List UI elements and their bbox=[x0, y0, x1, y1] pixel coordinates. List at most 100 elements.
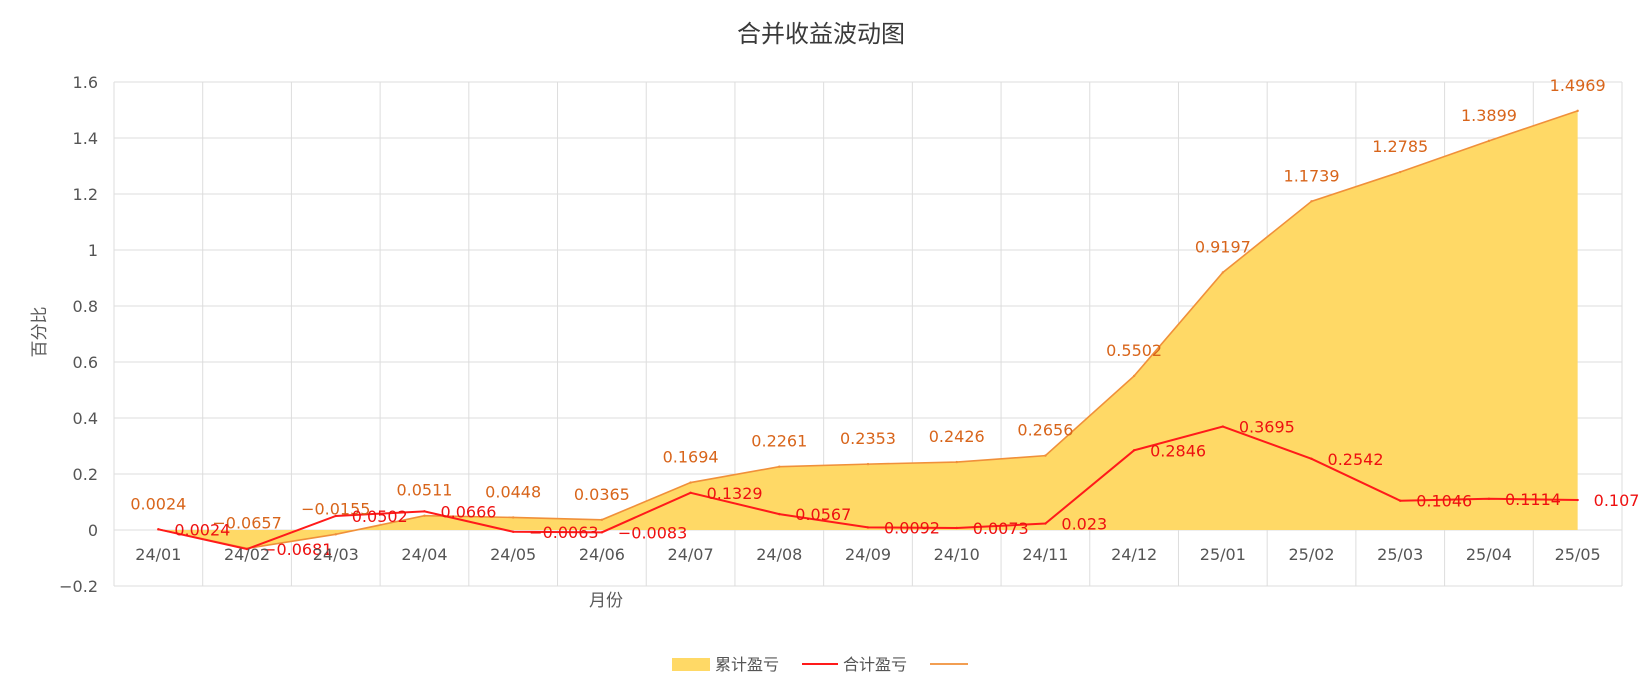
total-point bbox=[157, 528, 160, 531]
total-point bbox=[423, 510, 426, 513]
cumulative-area-fill bbox=[158, 110, 1578, 549]
x-tick-label: 24/04 bbox=[401, 545, 447, 564]
total-point bbox=[600, 531, 604, 534]
cumulative-data-label: 0.2656 bbox=[1017, 421, 1073, 440]
cumulative-data-label: 0.2261 bbox=[751, 432, 807, 451]
x-tick-label: 24/02 bbox=[224, 545, 270, 564]
cumulative-point bbox=[1487, 139, 1491, 143]
cumulative-data-label: 1.2785 bbox=[1372, 137, 1428, 156]
total-point bbox=[955, 526, 958, 530]
total-data-label: 0.0502 bbox=[352, 507, 408, 526]
x-tick-label: 25/04 bbox=[1466, 545, 1512, 564]
cumulative-point bbox=[334, 533, 337, 536]
total-data-label: −0.0063 bbox=[529, 523, 598, 542]
legend: 累计盈亏 合计盈亏 bbox=[672, 655, 968, 674]
total-data-label: 0.1329 bbox=[707, 484, 763, 503]
cumulative-data-label: 0.1694 bbox=[663, 448, 719, 467]
cumulative-point bbox=[1399, 170, 1402, 174]
cumulative-data-label: 0.2353 bbox=[840, 429, 896, 448]
cumulative-point bbox=[778, 465, 781, 468]
x-tick-label: 24/05 bbox=[490, 545, 536, 564]
total-point bbox=[245, 547, 249, 551]
legend-swatch-cumulative bbox=[672, 658, 710, 671]
cumulative-point bbox=[1132, 374, 1136, 378]
x-tick-label: 25/05 bbox=[1555, 545, 1601, 564]
y-tick-label: 1.2 bbox=[73, 185, 98, 204]
cumulative-data-label: 1.3899 bbox=[1461, 106, 1517, 125]
x-axis-title: 月份 bbox=[589, 591, 623, 611]
total-data-label: 0.0666 bbox=[440, 502, 496, 521]
y-tick-label: −0.2 bbox=[59, 577, 98, 596]
total-point bbox=[1487, 497, 1491, 501]
cumulative-data-label: 0.5502 bbox=[1106, 341, 1162, 360]
y-axis-title: 百分比 bbox=[30, 307, 50, 358]
x-tick-label: 24/09 bbox=[845, 545, 891, 564]
y-tick-label: 0.6 bbox=[73, 353, 98, 372]
x-tick-label: 24/11 bbox=[1022, 545, 1068, 564]
x-tick-label: 24/10 bbox=[934, 545, 980, 564]
cumulative-data-label: 0.2426 bbox=[929, 427, 985, 446]
total-data-label: 0.2846 bbox=[1150, 441, 1206, 460]
legend-label-total: 合计盈亏 bbox=[843, 655, 907, 674]
total-data-label: 0.023 bbox=[1061, 515, 1107, 534]
total-data-label: 0.1114 bbox=[1505, 490, 1561, 509]
y-tick-label: 0 bbox=[88, 521, 98, 540]
total-point bbox=[1576, 498, 1579, 502]
y-tick-label: 1.4 bbox=[73, 129, 98, 148]
x-tick-label: 24/06 bbox=[579, 545, 625, 564]
cumulative-point bbox=[866, 462, 870, 466]
total-point bbox=[1044, 522, 1047, 525]
total-point bbox=[1310, 457, 1313, 461]
x-tick-label: 25/02 bbox=[1288, 545, 1334, 564]
cumulative-point bbox=[955, 460, 958, 464]
y-tick-label: 1 bbox=[88, 241, 98, 260]
y-tick-label: 0.4 bbox=[73, 409, 98, 428]
cumulative-data-label: 0.0024 bbox=[130, 494, 186, 513]
total-data-label: 0.0092 bbox=[884, 518, 940, 537]
x-tick-label: 24/01 bbox=[135, 545, 181, 564]
cumulative-data-label: −0.0155 bbox=[301, 499, 370, 518]
total-data-label: −0.0681 bbox=[263, 540, 332, 559]
x-tick-label: 24/07 bbox=[668, 545, 714, 564]
total-data-label: −0.0083 bbox=[618, 523, 687, 542]
cumulative-point bbox=[511, 516, 515, 519]
cumulative-point bbox=[1576, 109, 1579, 113]
total-point bbox=[689, 491, 692, 494]
total-point bbox=[1399, 499, 1402, 502]
chart-title: 合并收益波动图 bbox=[737, 20, 905, 48]
cumulative-point bbox=[1310, 200, 1313, 203]
total-data-label: 0.0073 bbox=[973, 519, 1029, 538]
cumulative-data-label: −0.0657 bbox=[212, 513, 281, 532]
total-point bbox=[1221, 425, 1225, 428]
total-point bbox=[334, 514, 337, 518]
total-data-label: 0.1046 bbox=[1416, 492, 1472, 511]
y-tick-label: 0.2 bbox=[73, 465, 98, 484]
total-data-label: 0.0567 bbox=[795, 505, 851, 524]
cumulative-data-label: 0.0365 bbox=[574, 485, 630, 504]
total-line-layer bbox=[157, 425, 1579, 551]
total-data-label: 0.0024 bbox=[174, 520, 230, 539]
total-data-label: 0.2542 bbox=[1328, 450, 1384, 469]
x-tick-label: 24/03 bbox=[313, 545, 359, 564]
total-data-label: 0.3695 bbox=[1239, 418, 1295, 437]
cumulative-data-label: 0.0448 bbox=[485, 482, 541, 501]
x-tick-label: 24/12 bbox=[1111, 545, 1157, 564]
x-tick-label: 25/01 bbox=[1200, 545, 1246, 564]
cumulative-point bbox=[689, 481, 692, 484]
cumulative-point bbox=[600, 518, 604, 521]
cumulative-data-label: 0.9197 bbox=[1195, 237, 1251, 256]
y-tick-label: 1.6 bbox=[73, 73, 98, 92]
cumulative-point bbox=[423, 514, 426, 517]
total-point bbox=[778, 512, 781, 516]
cumulative-point bbox=[1221, 271, 1225, 274]
axis-layer: −0.2 0 0.2 0.4 0.6 0.8 1 1.2 1.4 1.6 24/01 24/02 24/… bbox=[59, 73, 1601, 596]
total-point bbox=[511, 530, 515, 533]
total-point bbox=[866, 526, 870, 529]
cumulative-data-label: 1.1739 bbox=[1284, 166, 1340, 185]
cumulative-data-label: 1.4969 bbox=[1550, 76, 1606, 95]
total-data-label: 0.107 bbox=[1594, 491, 1640, 510]
legend-label-cumulative: 累计盈亏 bbox=[715, 655, 779, 674]
